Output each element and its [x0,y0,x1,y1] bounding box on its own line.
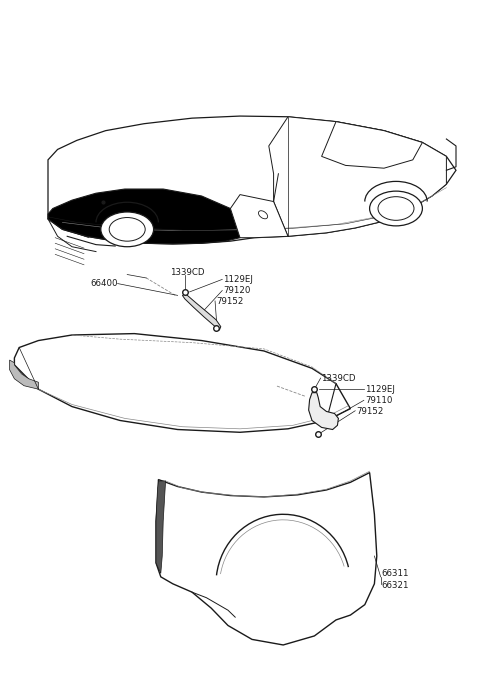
Text: 66400: 66400 [90,279,118,288]
Ellipse shape [101,212,154,247]
Polygon shape [322,122,422,168]
Text: 1129EJ: 1129EJ [365,385,395,393]
Polygon shape [309,393,338,430]
Polygon shape [269,117,446,236]
Text: 79110: 79110 [365,396,392,404]
Text: 1339CD: 1339CD [321,374,355,382]
Polygon shape [156,473,377,645]
Polygon shape [230,195,288,238]
Ellipse shape [378,197,414,220]
Ellipse shape [109,218,145,241]
Polygon shape [48,189,240,244]
Text: 1339CD: 1339CD [170,268,204,277]
Polygon shape [10,360,38,389]
Text: 79120: 79120 [223,286,251,295]
Text: 1129EJ: 1129EJ [223,275,253,284]
Polygon shape [48,116,456,244]
Ellipse shape [370,191,422,226]
Text: 79152: 79152 [216,297,243,306]
Text: 79152: 79152 [356,407,384,416]
Polygon shape [14,334,350,432]
Polygon shape [156,481,166,573]
Text: 66311: 66311 [382,569,409,578]
Text: 66321: 66321 [382,581,409,589]
Polygon shape [182,294,221,330]
Ellipse shape [258,211,268,219]
